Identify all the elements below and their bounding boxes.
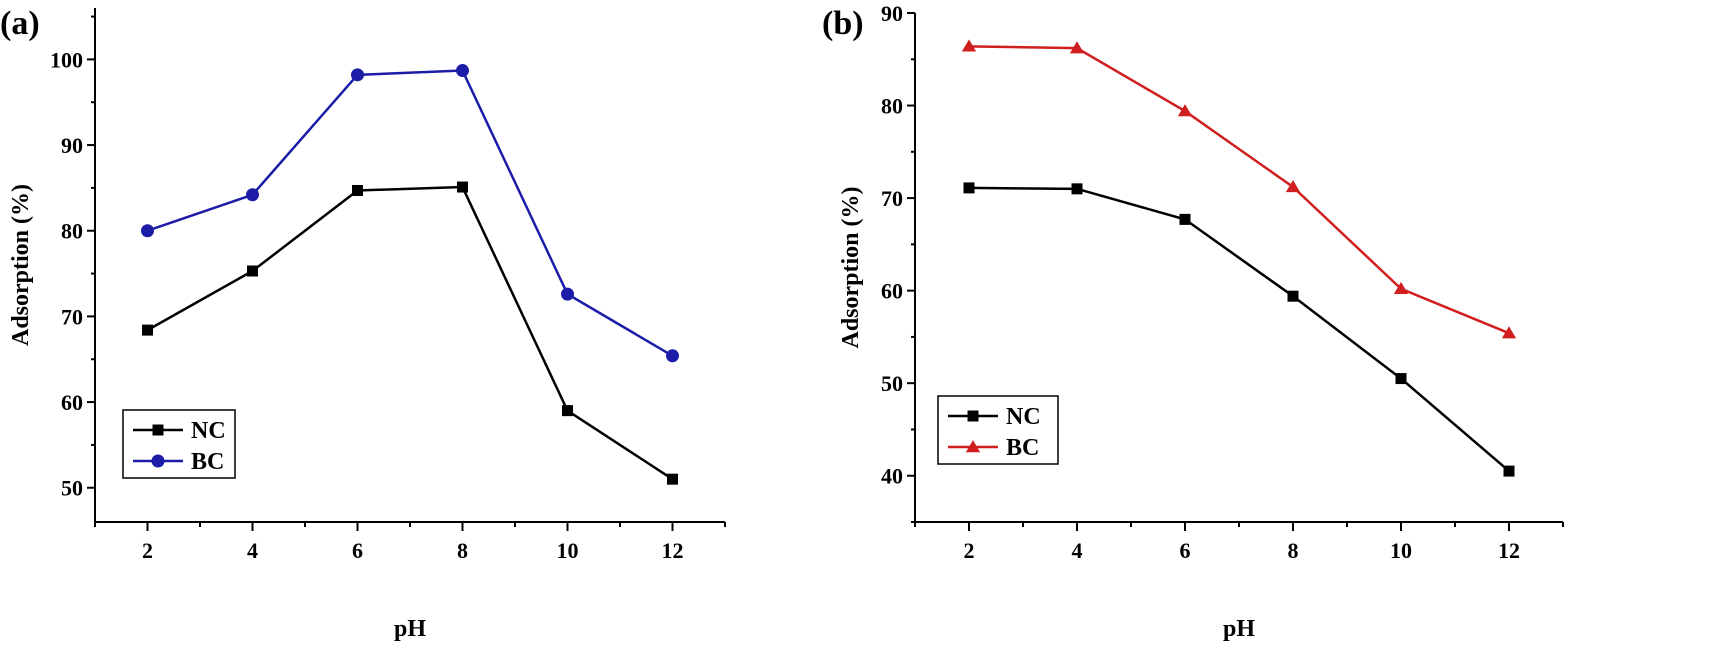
x-tick-label: 2 — [964, 538, 975, 563]
series-bc — [141, 64, 679, 363]
y-tick-label: 80 — [61, 219, 83, 244]
y-axis-title: Adsorption (%) — [838, 186, 864, 348]
y-tick-label: 70 — [881, 186, 903, 211]
x-tick-label: 12 — [662, 538, 684, 563]
data-point-nc — [1179, 213, 1191, 225]
legend-box — [122, 409, 236, 479]
data-point-bc — [141, 224, 154, 238]
series-line-nc — [146, 185, 674, 481]
data-point-bc — [1285, 180, 1301, 193]
y-tick-label: 90 — [881, 1, 903, 26]
x-axis-title: pH — [394, 616, 426, 642]
chart-panel-1: (a) 50 60 70 80 90 100 2 4 6 8 10 12 pH Adsorption (%)… — [0, 5, 726, 642]
legend-label-nc: NC — [1006, 404, 1041, 430]
data-point-nc — [457, 181, 468, 193]
series-line-bc — [147, 69, 674, 357]
legend: NC BC — [122, 409, 236, 479]
data-point-bc — [961, 39, 977, 52]
series-line-bc — [968, 45, 1510, 335]
data-point-nc — [352, 184, 363, 196]
data-point-nc — [247, 265, 258, 277]
data-point-nc — [562, 405, 573, 417]
data-point-bc — [666, 349, 679, 363]
x-tick-label: 2 — [142, 538, 153, 563]
x-tick-label: 8 — [457, 538, 468, 563]
series-line-nc — [968, 186, 1510, 473]
chart-panel-2: (b) 40 50 60 70 80 90 2 4 6 8 10 12 pH Adsorption (%) N… — [822, 1, 1564, 642]
data-point-bc — [1393, 281, 1409, 294]
legend-label-bc: BC — [1006, 435, 1039, 461]
data-point-bc — [456, 64, 469, 78]
legend-marker-nc — [152, 424, 164, 436]
x-tick-label: 10 — [1390, 538, 1412, 563]
y-tick-label: 40 — [881, 464, 903, 489]
y-tick-label: 80 — [881, 94, 903, 119]
data-point-bc — [1069, 41, 1085, 54]
x-tick-label: 8 — [1288, 538, 1299, 563]
series-nc — [963, 182, 1515, 477]
legend-marker-bc — [965, 440, 981, 453]
data-point-nc — [1287, 290, 1299, 302]
data-point-bc — [561, 287, 574, 301]
x-tick-label: 12 — [1498, 538, 1520, 563]
x-tick-label: 4 — [1072, 538, 1083, 563]
legend-label-bc: BC — [191, 449, 224, 475]
legend-marker-bc — [151, 454, 165, 468]
y-tick-label: 70 — [61, 304, 83, 329]
legend-box — [937, 395, 1059, 465]
y-tick-label: 90 — [61, 133, 83, 158]
x-tick-label: 6 — [1180, 538, 1191, 563]
x-axis-title: pH — [1223, 616, 1255, 642]
x-tick-label: 6 — [352, 538, 363, 563]
legend-marker-nc — [967, 410, 979, 422]
series-nc — [142, 181, 678, 485]
x-tick-label: 4 — [247, 538, 258, 563]
data-point-bc — [1501, 326, 1517, 339]
data-point-nc — [1503, 465, 1515, 477]
y-tick-label: 50 — [61, 476, 83, 501]
data-point-bc — [1177, 104, 1193, 117]
y-tick-label: 50 — [881, 371, 903, 396]
data-point-nc — [1071, 183, 1083, 195]
y-tick-label: 100 — [50, 47, 83, 72]
legend-label-nc: NC — [191, 418, 226, 444]
x-tick-label: 10 — [557, 538, 579, 563]
panel-label: (a) — [0, 5, 40, 42]
series-bc — [961, 39, 1517, 339]
panel-label: (b) — [822, 5, 864, 42]
data-point-nc — [1395, 373, 1407, 385]
data-point-nc — [667, 473, 678, 485]
y-tick-label: 60 — [61, 390, 83, 415]
y-axis-title: Adsorption (%) — [8, 184, 34, 346]
data-point-nc — [142, 324, 153, 336]
data-point-bc — [246, 188, 259, 202]
legend: NC BC — [937, 395, 1059, 465]
y-tick-label: 60 — [881, 279, 903, 304]
data-point-bc — [351, 68, 364, 82]
data-point-nc — [963, 182, 975, 194]
